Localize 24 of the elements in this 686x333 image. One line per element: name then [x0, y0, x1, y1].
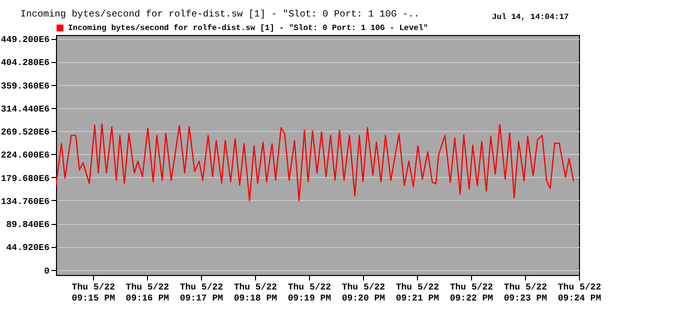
x-tick-label: Thu 5/22 09:19 PM: [288, 282, 332, 304]
y-tick-label: 224.600E6: [0, 150, 50, 161]
y-tick-label: 44.920E6: [6, 243, 50, 254]
x-tick-label: Thu 5/22 09:20 PM: [342, 282, 386, 304]
y-tick-label: 314.440E6: [0, 104, 50, 114]
y-tick-label: 269.520E6: [0, 128, 50, 138]
y-tick-label: 134.760E6: [0, 196, 50, 207]
y-tick-label: 449.200E6: [0, 35, 50, 45]
y-tick-label: 359.360E6: [0, 81, 50, 92]
x-tick-label: Thu 5/22 09:18 PM: [234, 282, 278, 304]
y-tick-label: 404.280E6: [0, 58, 50, 68]
x-tick-label: Thu 5/22 09:16 PM: [126, 282, 170, 304]
x-tick-label: Thu 5/22 09:21 PM: [396, 282, 440, 304]
x-tick-label: Thu 5/22 09:22 PM: [450, 282, 494, 304]
chart-title: Incoming bytes/second for rolfe-dist.sw [1] - "Slot: 0 Port: 1 10G -..: [20, 8, 420, 20]
x-tick-label: Thu 5/22 09:24 PM: [558, 282, 602, 304]
x-tick-label: Thu 5/22 09:17 PM: [180, 282, 224, 304]
x-tick-label: Thu 5/22 09:15 PM: [72, 282, 116, 304]
legend-label: Incoming bytes/second for rolfe-dist.sw [1] - "Slot: 0 Port: 1 10G - Level": [68, 24, 428, 33]
x-tick-label: Thu 5/22 09:23 PM: [504, 282, 548, 304]
y-tick-label: 179.680E6: [0, 174, 50, 184]
text: Jul 14, 14:04:17: [492, 13, 569, 22]
y-tick-label: 89.840E6: [6, 220, 50, 230]
y-tick-label: 0: [44, 266, 50, 276]
